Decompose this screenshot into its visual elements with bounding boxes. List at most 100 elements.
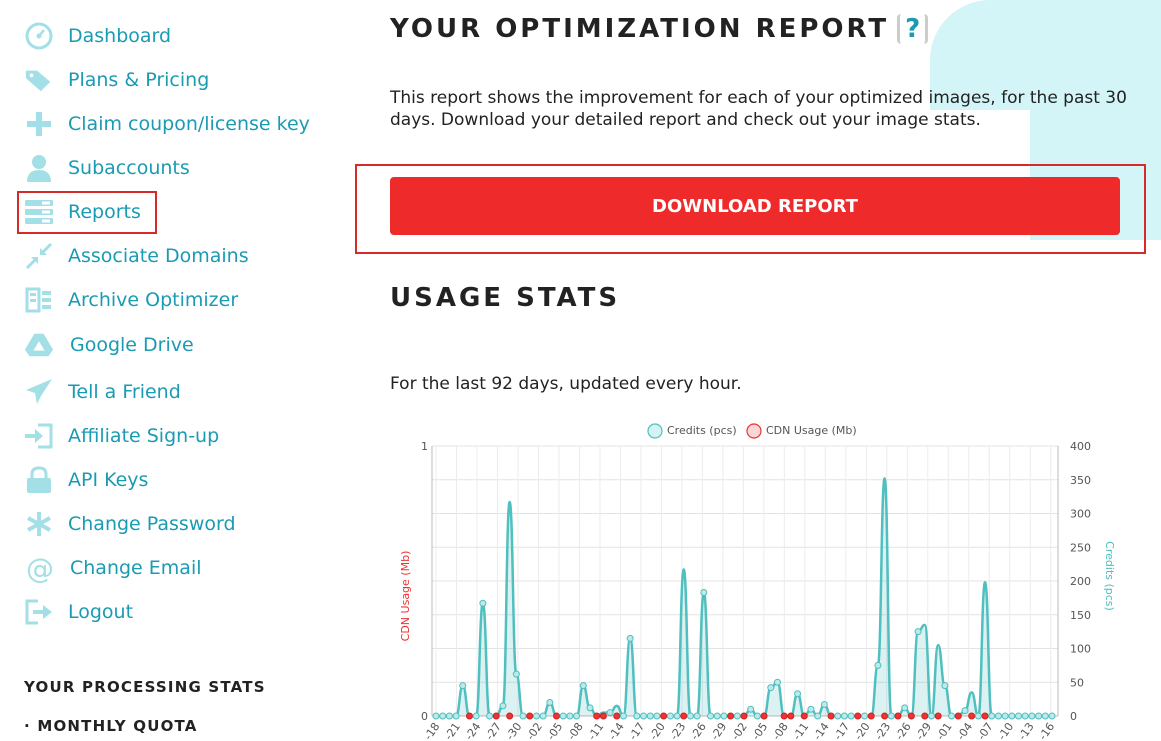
paper-plane-icon	[24, 377, 54, 407]
report-title: YOUR OPTIMIZATION REPORT	[390, 14, 890, 44]
credits-point	[432, 712, 440, 720]
sidebar-item-change-password[interactable]: Change Password	[24, 506, 236, 542]
sidebar-item-label: Plans & Pricing	[68, 69, 210, 91]
cdn-point	[800, 712, 808, 720]
sidebar-item-label: Associate Domains	[68, 245, 249, 267]
x-tick-label: -29	[913, 720, 934, 741]
y-left-tick-label: 0	[421, 710, 428, 723]
y-right-tick-label: 300	[1070, 508, 1091, 521]
sidebar-item-label: Claim coupon/license key	[68, 113, 310, 135]
cdn-point	[727, 712, 735, 720]
x-tick-label: -20	[852, 720, 873, 741]
credits-line	[436, 477, 1052, 718]
sidebar-item-affiliate-signup[interactable]: Affiliate Sign-up	[24, 418, 219, 454]
reports-list-icon	[24, 197, 54, 227]
cdn-point	[740, 712, 748, 720]
sidebar-item-tell-a-friend[interactable]: Tell a Friend	[24, 374, 181, 410]
cdn-point	[660, 712, 668, 720]
credits-point	[1001, 712, 1009, 720]
credits-point	[733, 712, 741, 720]
x-tick-label: -10	[995, 720, 1016, 741]
processing-stats-heading: YOUR PROCESSING STATS	[24, 678, 266, 696]
sidebar-item-archive-optimizer[interactable]: Archive Optimizer	[24, 282, 238, 318]
y-right-axis-title: Credits (pcs)	[1103, 541, 1116, 611]
sidebar-item-label: Tell a Friend	[68, 381, 181, 403]
credits-point	[767, 684, 775, 692]
credits-point	[459, 682, 467, 690]
sidebar-item-label: Subaccounts	[68, 157, 190, 179]
cdn-point	[599, 712, 607, 720]
credits-point	[747, 705, 755, 713]
chart-grid	[432, 445, 1058, 717]
sidebar-item-reports[interactable]: Reports	[24, 194, 141, 230]
cdn-point	[613, 712, 621, 720]
legend-label: CDN Usage (Mb)	[766, 424, 857, 437]
x-tick-label: -26	[688, 720, 709, 741]
credits-point	[988, 712, 996, 720]
credits-point	[653, 712, 661, 720]
download-highlight-box	[355, 164, 1146, 254]
credits-point	[1028, 712, 1036, 720]
x-tick-label: -08	[565, 720, 586, 741]
user-icon	[24, 153, 54, 183]
x-tick-label: -17	[831, 720, 852, 741]
sidebar-item-label: Reports	[68, 201, 141, 223]
cdn-point	[827, 712, 835, 720]
credits-point	[559, 712, 567, 720]
credits-point	[626, 634, 634, 642]
cdn-point	[492, 712, 500, 720]
cdn-point	[760, 712, 768, 720]
x-tick-label: -23	[872, 720, 893, 741]
x-tick-label: -21	[442, 720, 463, 741]
y-right-tick-label: 350	[1070, 474, 1091, 487]
sidebar-item-label: Dashboard	[68, 25, 172, 47]
help-button[interactable]: ?	[897, 14, 929, 44]
sidebar-item-api-keys[interactable]: API Keys	[24, 462, 148, 498]
chart-plot	[432, 477, 1056, 720]
credits-point	[619, 712, 627, 720]
credits-point	[686, 712, 694, 720]
sidebar-item-change-email[interactable]: @ Change Email	[24, 550, 202, 586]
credits-point	[974, 712, 982, 720]
credits-area	[436, 478, 1052, 716]
sidebar-item-label: Affiliate Sign-up	[68, 425, 220, 447]
credits-point	[700, 588, 708, 596]
credits-point	[1048, 712, 1056, 720]
archive-icon	[24, 285, 54, 315]
x-tick-label: -02	[729, 720, 750, 741]
usage-stats-subtitle: For the last 92 days, updated every hour…	[390, 374, 742, 394]
credits-point	[1015, 712, 1023, 720]
monthly-quota-heading: · MONTHLY QUOTA	[24, 717, 198, 735]
sidebar-item-associate-domains[interactable]: Associate Domains	[24, 238, 249, 274]
cdn-point	[854, 712, 862, 720]
credits-point	[807, 705, 815, 713]
sidebar-item-logout[interactable]: Logout	[24, 594, 133, 630]
sidebar-item-google-drive[interactable]: Google Drive	[24, 327, 194, 363]
cdn-point	[680, 712, 688, 720]
x-tick-label: -18	[422, 720, 443, 741]
page-title: YOUR OPTIMIZATION REPORT?	[390, 14, 929, 44]
sidebar-item-dashboard[interactable]: Dashboard	[24, 18, 171, 54]
credits-point	[546, 699, 554, 706]
credits-point	[479, 599, 487, 607]
x-tick-label: -14	[606, 720, 627, 741]
credits-point	[472, 712, 480, 720]
x-tick-label: -13	[1016, 720, 1037, 741]
x-tick-label: -24	[462, 720, 483, 741]
sidebar-item-label: Archive Optimizer	[68, 289, 239, 311]
sidebar-item-plans-pricing[interactable]: Plans & Pricing	[24, 62, 209, 98]
sidebar-item-claim-coupon[interactable]: Claim coupon/license key	[24, 106, 310, 142]
cdn-point	[968, 712, 976, 720]
download-report-button[interactable]: DOWNLOAD REPORT	[390, 177, 1120, 235]
credits-point	[834, 712, 842, 720]
credits-point	[579, 682, 587, 690]
lock-icon	[24, 465, 54, 495]
y-left-axis-title: CDN Usage (Mb)	[400, 551, 412, 642]
credits-point	[861, 712, 869, 720]
y-left-tick-label: 1	[421, 440, 428, 453]
google-drive-icon	[24, 330, 54, 360]
cdn-point	[881, 712, 889, 720]
x-tick-label: -02	[524, 720, 545, 741]
sidebar-item-subaccounts[interactable]: Subaccounts	[24, 150, 190, 186]
credits-point	[773, 678, 781, 686]
